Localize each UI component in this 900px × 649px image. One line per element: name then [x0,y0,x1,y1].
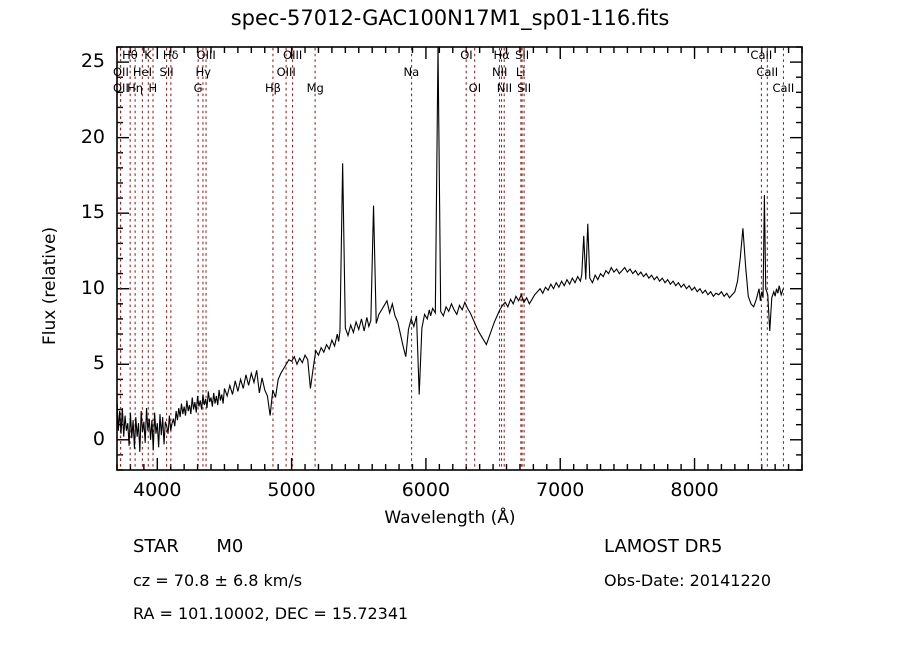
spectral-line-label: Hα [493,48,510,62]
spectral-line-label: Hη [127,81,144,95]
line-markers [119,48,785,469]
spectrum-trace-group [117,47,784,452]
y-tick-label: 25 [80,50,105,73]
spectrum-trace [117,47,784,452]
spectral-line-label: OII [113,81,129,95]
obs-date: Obs-Date: 20141220 [604,571,772,590]
spectral-line-label: OI [468,81,482,95]
spectral-line-label: SII [159,65,174,79]
spectral-line-label: OIII [283,48,303,62]
spectral-line-label: Hβ [264,81,281,95]
x-tick-label: 7000 [536,479,585,501]
object-type-label: STAR M0 [133,536,243,557]
x-tick-label: 8000 [670,479,719,501]
object-type: STAR [133,536,179,557]
spectral-class: M0 [216,536,244,557]
spectral-line-label: H [148,81,158,95]
axis-ticks [116,46,803,471]
spectral-line-label: CaII [750,48,773,62]
spectral-line-label: Hθ [122,48,138,62]
plot-frame [116,46,803,471]
spectral-line-label: Na [403,65,420,79]
spectral-line-label: NII [492,65,508,79]
spectral-line-label: CaII [772,81,795,95]
spectral-line-label: SII [515,48,530,62]
spectral-line-label: OIII [276,65,296,79]
y-tick-label: 5 [92,352,105,375]
x-tick-label: 4000 [133,479,182,501]
y-tick-label: 20 [80,125,105,148]
spectral-line-label: G [193,81,203,95]
y-axis-title: Flux (relative) [40,226,60,345]
cz-value: cz = 70.8 ± 6.8 km/s [133,571,303,590]
x-axis-title: Wavelength (Å) [384,508,516,528]
spectral-line-label: K [144,48,152,62]
x-tick-label: 5000 [267,479,316,501]
spectral-line-label: NII [496,81,513,95]
spectral-line-label: SII [517,81,532,95]
y-tick-label: 15 [80,201,105,224]
coordinates: RA = 101.10002, DEC = 15.72341 [133,604,409,623]
spectral-line-label: OII [113,65,129,79]
x-tick-label: 6000 [401,479,451,501]
y-tick-label: 10 [80,276,105,299]
spectral-line-label: Mg [306,81,324,95]
spectral-line-label: Hδ [162,48,179,62]
y-tick-label: 0 [92,427,105,450]
spectral-line-label: HeI [132,65,152,79]
spectral-line-label: Li [515,65,526,79]
spectral-line-label: Hγ [195,65,211,79]
spectral-line-label: CaII [756,65,779,79]
spectral-line-label: OI [460,48,473,62]
page-title: spec-57012-GAC100N17M1_sp01-116.fits [230,6,670,30]
spectral-line-label: OIII [196,48,216,62]
survey-name: LAMOST DR5 [604,536,723,557]
